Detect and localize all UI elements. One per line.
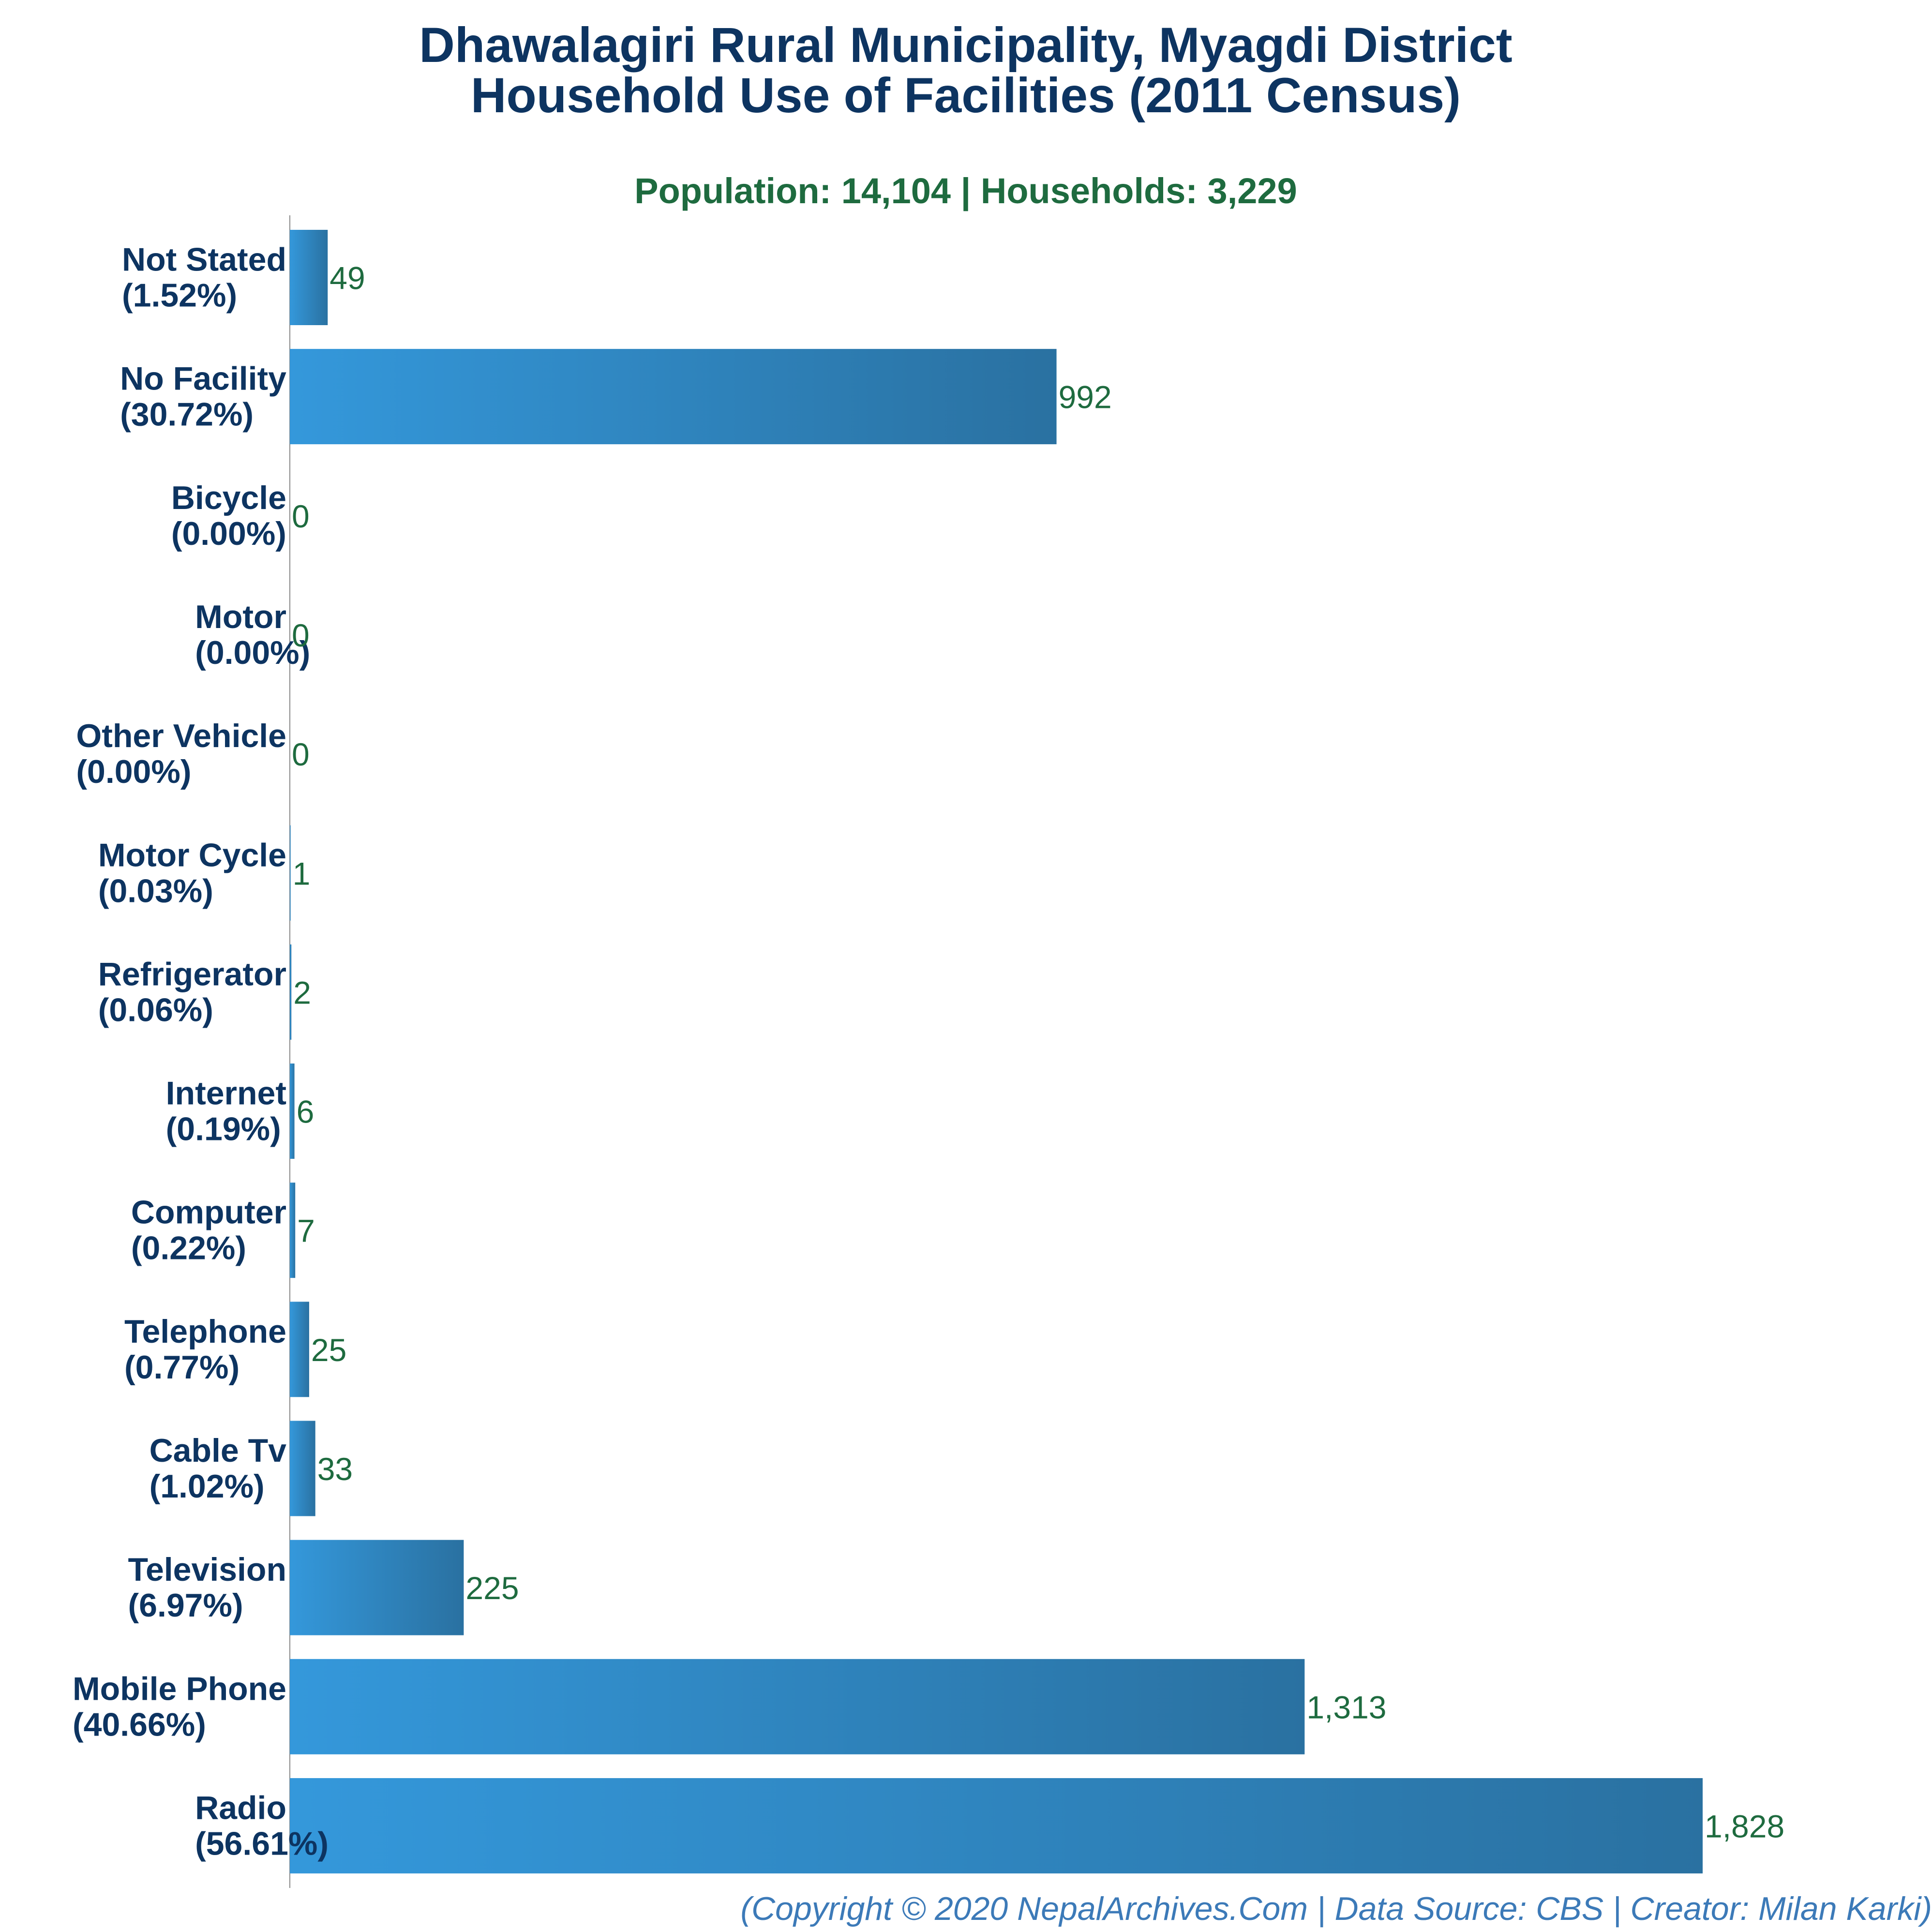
chart-title: Dhawalagiri Rural Municipality, Myagdi D… <box>419 17 1513 73</box>
percent-label-bicycle: (0.00%) <box>171 515 286 552</box>
percent-label-refrigerator: (0.06%) <box>98 991 213 1028</box>
bars-group <box>290 230 1703 1873</box>
value-label-radio: 1,828 <box>1705 1808 1784 1844</box>
value-label-cable-tv: 33 <box>317 1451 353 1487</box>
value-label-refrigerator: 2 <box>293 974 311 1010</box>
percent-label-radio: (56.61%) <box>195 1825 329 1862</box>
value-label-not-stated: 49 <box>329 260 365 296</box>
category-label-computer: Computer <box>131 1194 286 1231</box>
value-label-motor-cycle: 1 <box>293 855 311 891</box>
bar-telephone <box>290 1302 309 1397</box>
category-label-motor-cycle: Motor Cycle <box>98 837 286 873</box>
bar-computer <box>290 1183 296 1278</box>
category-label-other-vehicle: Other Vehicle <box>76 718 286 754</box>
percent-label-cable-tv: (1.02%) <box>150 1468 265 1505</box>
category-label-no-facility: No Facility <box>120 360 286 397</box>
percent-label-internet: (0.19%) <box>166 1111 281 1148</box>
percent-label-motor: (0.00%) <box>195 634 310 671</box>
percent-label-not-stated: (1.52%) <box>122 277 237 314</box>
category-label-not-stated: Not Stated <box>122 241 286 278</box>
category-label-bicycle: Bicycle <box>171 479 286 516</box>
category-label-radio: Radio <box>195 1789 286 1826</box>
value-label-motor: 0 <box>292 617 310 653</box>
category-label-television: Television <box>128 1551 286 1588</box>
percent-label-other-vehicle: (0.00%) <box>76 753 191 790</box>
percent-label-mobile-phone: (40.66%) <box>73 1706 206 1743</box>
category-label-mobile-phone: Mobile Phone <box>73 1670 286 1707</box>
category-label-telephone: Telephone <box>124 1313 286 1350</box>
bar-not-stated <box>290 230 328 325</box>
bar-radio <box>290 1778 1703 1873</box>
bar-television <box>290 1540 464 1635</box>
chart-title-line2: Household Use of Facilities (2011 Census… <box>471 68 1461 123</box>
percent-label-telephone: (0.77%) <box>124 1349 240 1386</box>
bar-no-facility <box>290 349 1057 445</box>
percent-label-motor-cycle: (0.03%) <box>98 872 213 909</box>
value-labels: 49 992 0 0 0 1 2 6 7 25 33 225 1,313 1,828 <box>292 260 1784 1844</box>
value-label-no-facility: 992 <box>1059 379 1112 415</box>
value-label-bicycle: 0 <box>292 498 310 534</box>
percent-label-television: (6.97%) <box>128 1587 243 1624</box>
value-label-internet: 6 <box>297 1094 315 1130</box>
chart-subtitle: Population: 14,104 | Households: 3,229 <box>634 171 1297 211</box>
value-label-telephone: 25 <box>311 1332 346 1368</box>
category-labels: Not Stated(1.52%) No Facility(30.72%) Bicy… <box>73 241 329 1862</box>
value-label-other-vehicle: 0 <box>292 736 310 772</box>
category-label-refrigerator: Refrigerator <box>98 956 286 992</box>
category-label-motor: Motor <box>195 599 286 635</box>
bar-refrigerator <box>290 944 292 1040</box>
value-label-computer: 7 <box>297 1213 315 1249</box>
bar-mobile-phone <box>290 1659 1305 1754</box>
bar-motor-cycle <box>290 825 291 921</box>
percent-label-computer: (0.22%) <box>131 1230 246 1267</box>
footer-credit: (Copyright © 2020 NepalArchives.Com | Da… <box>740 1890 1932 1927</box>
category-label-cable-tv: Cable Tv <box>150 1432 287 1469</box>
bar-internet <box>290 1063 295 1159</box>
bar-cable-tv <box>290 1421 315 1516</box>
value-label-mobile-phone: 1,313 <box>1306 1689 1386 1725</box>
category-label-internet: Internet <box>166 1075 286 1112</box>
percent-label-no-facility: (30.72%) <box>120 396 254 433</box>
value-label-television: 225 <box>465 1570 519 1606</box>
